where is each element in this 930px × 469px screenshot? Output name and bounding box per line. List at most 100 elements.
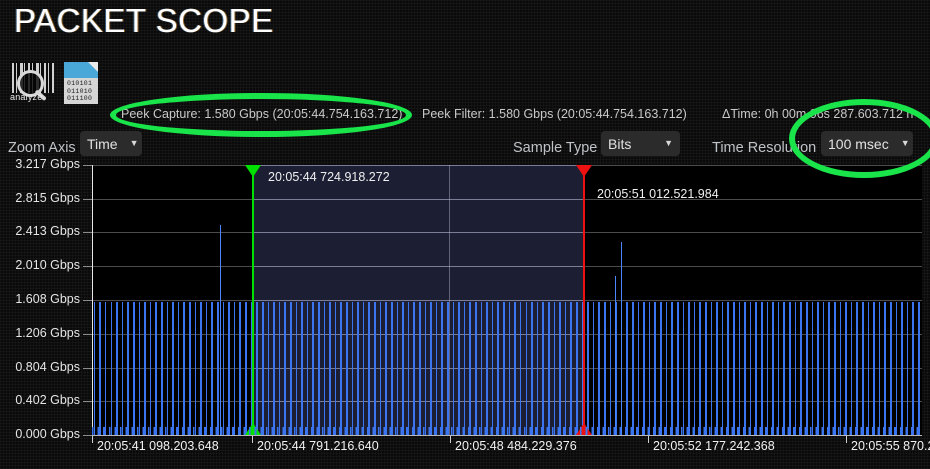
selection-gridline-vertical [449, 165, 450, 435]
bar [727, 302, 729, 435]
bar [519, 302, 522, 435]
selection-gridline [252, 367, 583, 369]
bar [570, 302, 572, 435]
bar [744, 302, 746, 435]
end-marker-line[interactable] [583, 165, 585, 435]
zoom-axis-dropdown[interactable]: Time ▼ [80, 131, 142, 156]
y-gridline [92, 300, 922, 302]
x-axis-line [92, 435, 922, 436]
toolbar: analyze 010101 011010 011100 [10, 62, 98, 108]
bar [761, 302, 763, 435]
bar [497, 302, 500, 435]
bar [396, 302, 399, 435]
sample-type-value: Bits [608, 135, 632, 152]
bar [289, 302, 292, 435]
bar [800, 302, 802, 435]
x-axis: 20:05:41 098.203.648 20:05:44 791.216.640… [0, 427, 930, 469]
y-tick-label: 1.206 Gbps [15, 325, 80, 340]
bar [104, 302, 107, 435]
bar [267, 302, 270, 435]
plot-area[interactable] [92, 165, 922, 435]
end-marker-handle-top[interactable] [576, 165, 592, 177]
bar [525, 302, 528, 435]
y-gridline [92, 232, 922, 234]
sample-type-label: Sample Type [513, 140, 598, 156]
y-tick-label: 0.000 Gbps [15, 427, 80, 441]
y-axis-line [92, 165, 93, 435]
bar [441, 302, 443, 435]
bar [110, 302, 113, 435]
bar [480, 302, 483, 435]
y-tick-mark [83, 435, 92, 436]
throughput-chart[interactable]: 0.000 Gbps 0.402 Gbps 0.804 Gbps 1.206 Gbps… [0, 157, 930, 469]
bar [626, 302, 629, 435]
bar [587, 302, 589, 435]
chevron-down-icon: ▼ [129, 138, 139, 148]
start-marker-line[interactable] [252, 165, 254, 435]
bar [402, 302, 404, 435]
bar [323, 302, 326, 435]
bar [486, 302, 488, 435]
bar [822, 302, 825, 435]
bar [385, 302, 387, 435]
bar [357, 302, 359, 435]
bar [340, 302, 343, 435]
x-tick-mark [92, 436, 93, 443]
bar [912, 302, 915, 435]
x-tick-mark [252, 436, 253, 443]
analyze-magnifier-icon[interactable]: analyze [10, 62, 56, 108]
bar [166, 302, 169, 435]
bar [149, 302, 152, 435]
bar [738, 302, 741, 435]
y-tick-label: 3.217 Gbps [15, 157, 80, 171]
bar [884, 302, 887, 435]
y-gridline [92, 401, 922, 403]
delta-time-readout: ΔTime: 0h 00m 06s 287.603.712 n [722, 107, 914, 121]
bar [682, 302, 685, 435]
bar [250, 302, 253, 435]
y-gridline [92, 198, 922, 200]
bar [901, 302, 903, 435]
bar [811, 302, 814, 435]
bar [239, 302, 242, 435]
time-resolution-dropdown[interactable]: 100 msec ▼ [821, 131, 913, 156]
bar [643, 302, 645, 435]
bar [514, 302, 516, 435]
bar [536, 302, 539, 435]
bar [351, 302, 354, 435]
bar [132, 302, 135, 435]
binary-document-icon[interactable]: 010101 011010 011100 [64, 62, 98, 104]
sample-type-dropdown[interactable]: Bits ▼ [601, 131, 680, 156]
bar [845, 302, 847, 435]
bar [716, 302, 718, 435]
bar [704, 302, 707, 435]
selection-gridline [252, 300, 583, 302]
bar [222, 302, 225, 435]
bar [553, 302, 556, 435]
bar [660, 302, 662, 435]
start-marker-handle-top[interactable] [245, 165, 261, 177]
y-tick-label: 2.413 Gbps [15, 224, 80, 239]
bar [138, 302, 141, 435]
bar [116, 302, 118, 435]
bar [833, 302, 836, 435]
bar [547, 302, 550, 435]
bar-series [92, 165, 922, 435]
bar [755, 302, 758, 435]
bar [531, 302, 533, 435]
bar [177, 302, 180, 435]
bar [559, 302, 561, 435]
bar-outlier [621, 241, 623, 435]
bar [665, 302, 668, 435]
bar [374, 302, 376, 435]
bar [233, 302, 236, 435]
y-tick-mark [83, 198, 92, 200]
bar [306, 302, 309, 435]
bar [228, 302, 230, 435]
bar [878, 302, 881, 435]
y-tick-mark [83, 232, 92, 234]
bar [475, 302, 477, 435]
bar [200, 302, 202, 435]
bar [710, 302, 713, 435]
